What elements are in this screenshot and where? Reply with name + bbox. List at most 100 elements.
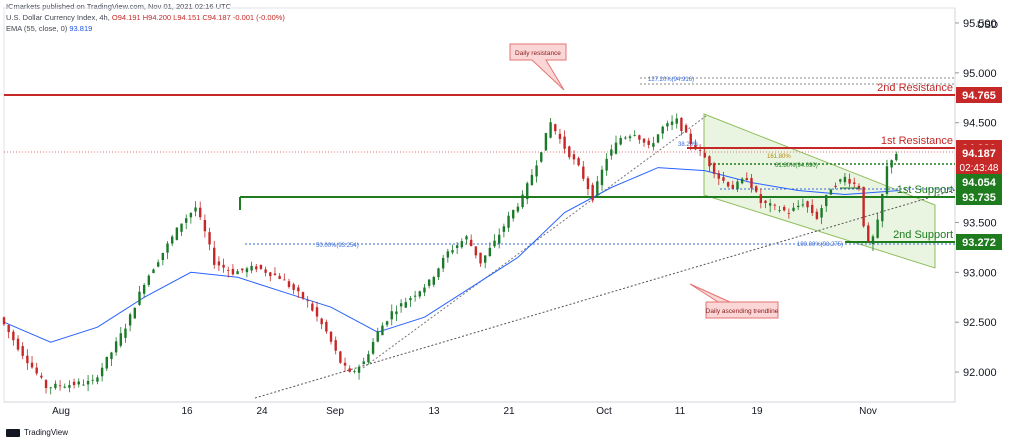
candle-body-306: [717, 173, 720, 179]
currency-label: USD: [977, 20, 998, 31]
candle-body-40: [96, 377, 99, 382]
candle-body-286: [670, 121, 674, 125]
candle-body-56: [133, 307, 137, 319]
candle-body-70: [166, 243, 169, 253]
candle-body-180: [423, 287, 426, 293]
level-tag-2: [956, 189, 1002, 205]
level-name-3: 2nd Support: [893, 229, 953, 241]
ema-line: EMA (55, close, 0) 93.819: [6, 24, 92, 33]
candle-body-54: [128, 314, 132, 326]
candle-body-12: [30, 362, 34, 368]
candle-body-344: [806, 201, 809, 208]
candle-body-298: [698, 149, 702, 151]
candle-body-356: [834, 185, 837, 188]
level-tag-0: [956, 87, 1002, 103]
candle-body-126: [297, 287, 300, 292]
candle-body-304: [712, 163, 716, 174]
candle-body-128: [301, 292, 305, 299]
y-tick-label-6: 92.000: [963, 367, 997, 379]
candle-body-354: [829, 189, 833, 195]
y-tick-label-5: 92.500: [963, 317, 997, 329]
y-tick-label-4: 93.000: [963, 267, 997, 279]
fib-50-label: 50.00%(93.254): [316, 243, 359, 249]
x-tick-label-3: Sep: [326, 406, 344, 417]
candle-body-278: [652, 143, 655, 147]
candle-body-170: [399, 303, 403, 307]
candle-body-258: [605, 158, 608, 171]
candle-body-256: [600, 169, 604, 186]
candle-body-250: [586, 178, 590, 190]
candle-body-90: [213, 247, 216, 265]
candle-body-120: [283, 279, 286, 281]
candle-body-154: [362, 361, 365, 365]
x-tick-label-5: 21: [503, 406, 515, 417]
publisher-text: ICmarkets published on TradingView.com, …: [6, 2, 231, 11]
candle-body-164: [385, 321, 389, 325]
candle-body-190: [446, 251, 450, 258]
candle-body-334: [782, 206, 786, 211]
candle-body-360: [843, 176, 847, 183]
level-name-0: 2nd Resistance: [877, 82, 953, 94]
candles-group: [2, 113, 898, 395]
candle-body-46: [110, 352, 113, 360]
candle-body-316: [740, 178, 744, 184]
candle-body-266: [624, 137, 627, 139]
candle-body-248: [582, 166, 585, 179]
candle-body-336: [787, 212, 791, 214]
candle-body-136: [320, 318, 323, 325]
daily-trendline-callout: [689, 283, 779, 319]
candle-body-260: [610, 149, 613, 156]
candle-body-224: [526, 183, 529, 200]
candle-body-26: [63, 386, 66, 388]
candle-body-368: [862, 186, 865, 227]
candle-body-374: [876, 219, 879, 238]
candle-body-226: [530, 174, 534, 186]
candle-body-124: [292, 284, 295, 290]
candle-body-34: [82, 384, 85, 386]
candle-body-22: [54, 383, 57, 389]
price-tag-label-0: 94.187: [962, 148, 996, 160]
candle-body-156: [367, 354, 370, 363]
candle-body-48: [114, 341, 118, 353]
daily-resistance-label: Daily resistance: [515, 50, 561, 57]
candle-body-188: [441, 257, 445, 269]
candle-body-254: [596, 181, 599, 196]
candle-body-58: [138, 291, 141, 305]
candle-body-322: [754, 186, 758, 192]
level-tag-3: [956, 234, 1002, 250]
candle-body-288: [675, 118, 678, 124]
candle-body-376: [881, 193, 884, 222]
candle-body-140: [329, 331, 333, 342]
candle-body-346: [811, 204, 814, 214]
y-tick-label-1: 95.000: [963, 68, 997, 80]
candle-body-64: [152, 269, 155, 274]
candle-body-30: [72, 381, 76, 386]
candle-body-148: [348, 368, 351, 372]
x-tick-label-7: 11: [675, 406, 686, 417]
candle-body-38: [91, 379, 94, 381]
candle-body-244: [572, 154, 576, 160]
candle-body-232: [544, 133, 548, 151]
y-tick-label-2: 94.500: [963, 118, 997, 130]
candle-body-318: [745, 178, 749, 181]
candle-body-74: [175, 227, 179, 240]
candle-body-44: [105, 356, 108, 369]
x-tick-label-2: 24: [256, 406, 268, 417]
candle-body-296: [694, 145, 697, 150]
candle-body-100: [236, 271, 239, 275]
tradingview-mark-icon: [6, 428, 20, 437]
candle-body-200: [469, 239, 473, 247]
candle-body-198: [465, 236, 468, 240]
candle-body-208: [488, 247, 492, 257]
fib-61-label: 61.80%(94.090): [775, 163, 818, 169]
candle-body-80: [189, 212, 193, 218]
candle-body-104: [245, 268, 249, 273]
candle-body-328: [768, 203, 772, 206]
candle-body-86: [203, 219, 207, 232]
candle-body-246: [577, 158, 580, 166]
candle-body-274: [642, 138, 646, 143]
candle-body-352: [825, 194, 828, 207]
candle-body-214: [502, 226, 506, 232]
candle-body-242: [568, 146, 571, 158]
